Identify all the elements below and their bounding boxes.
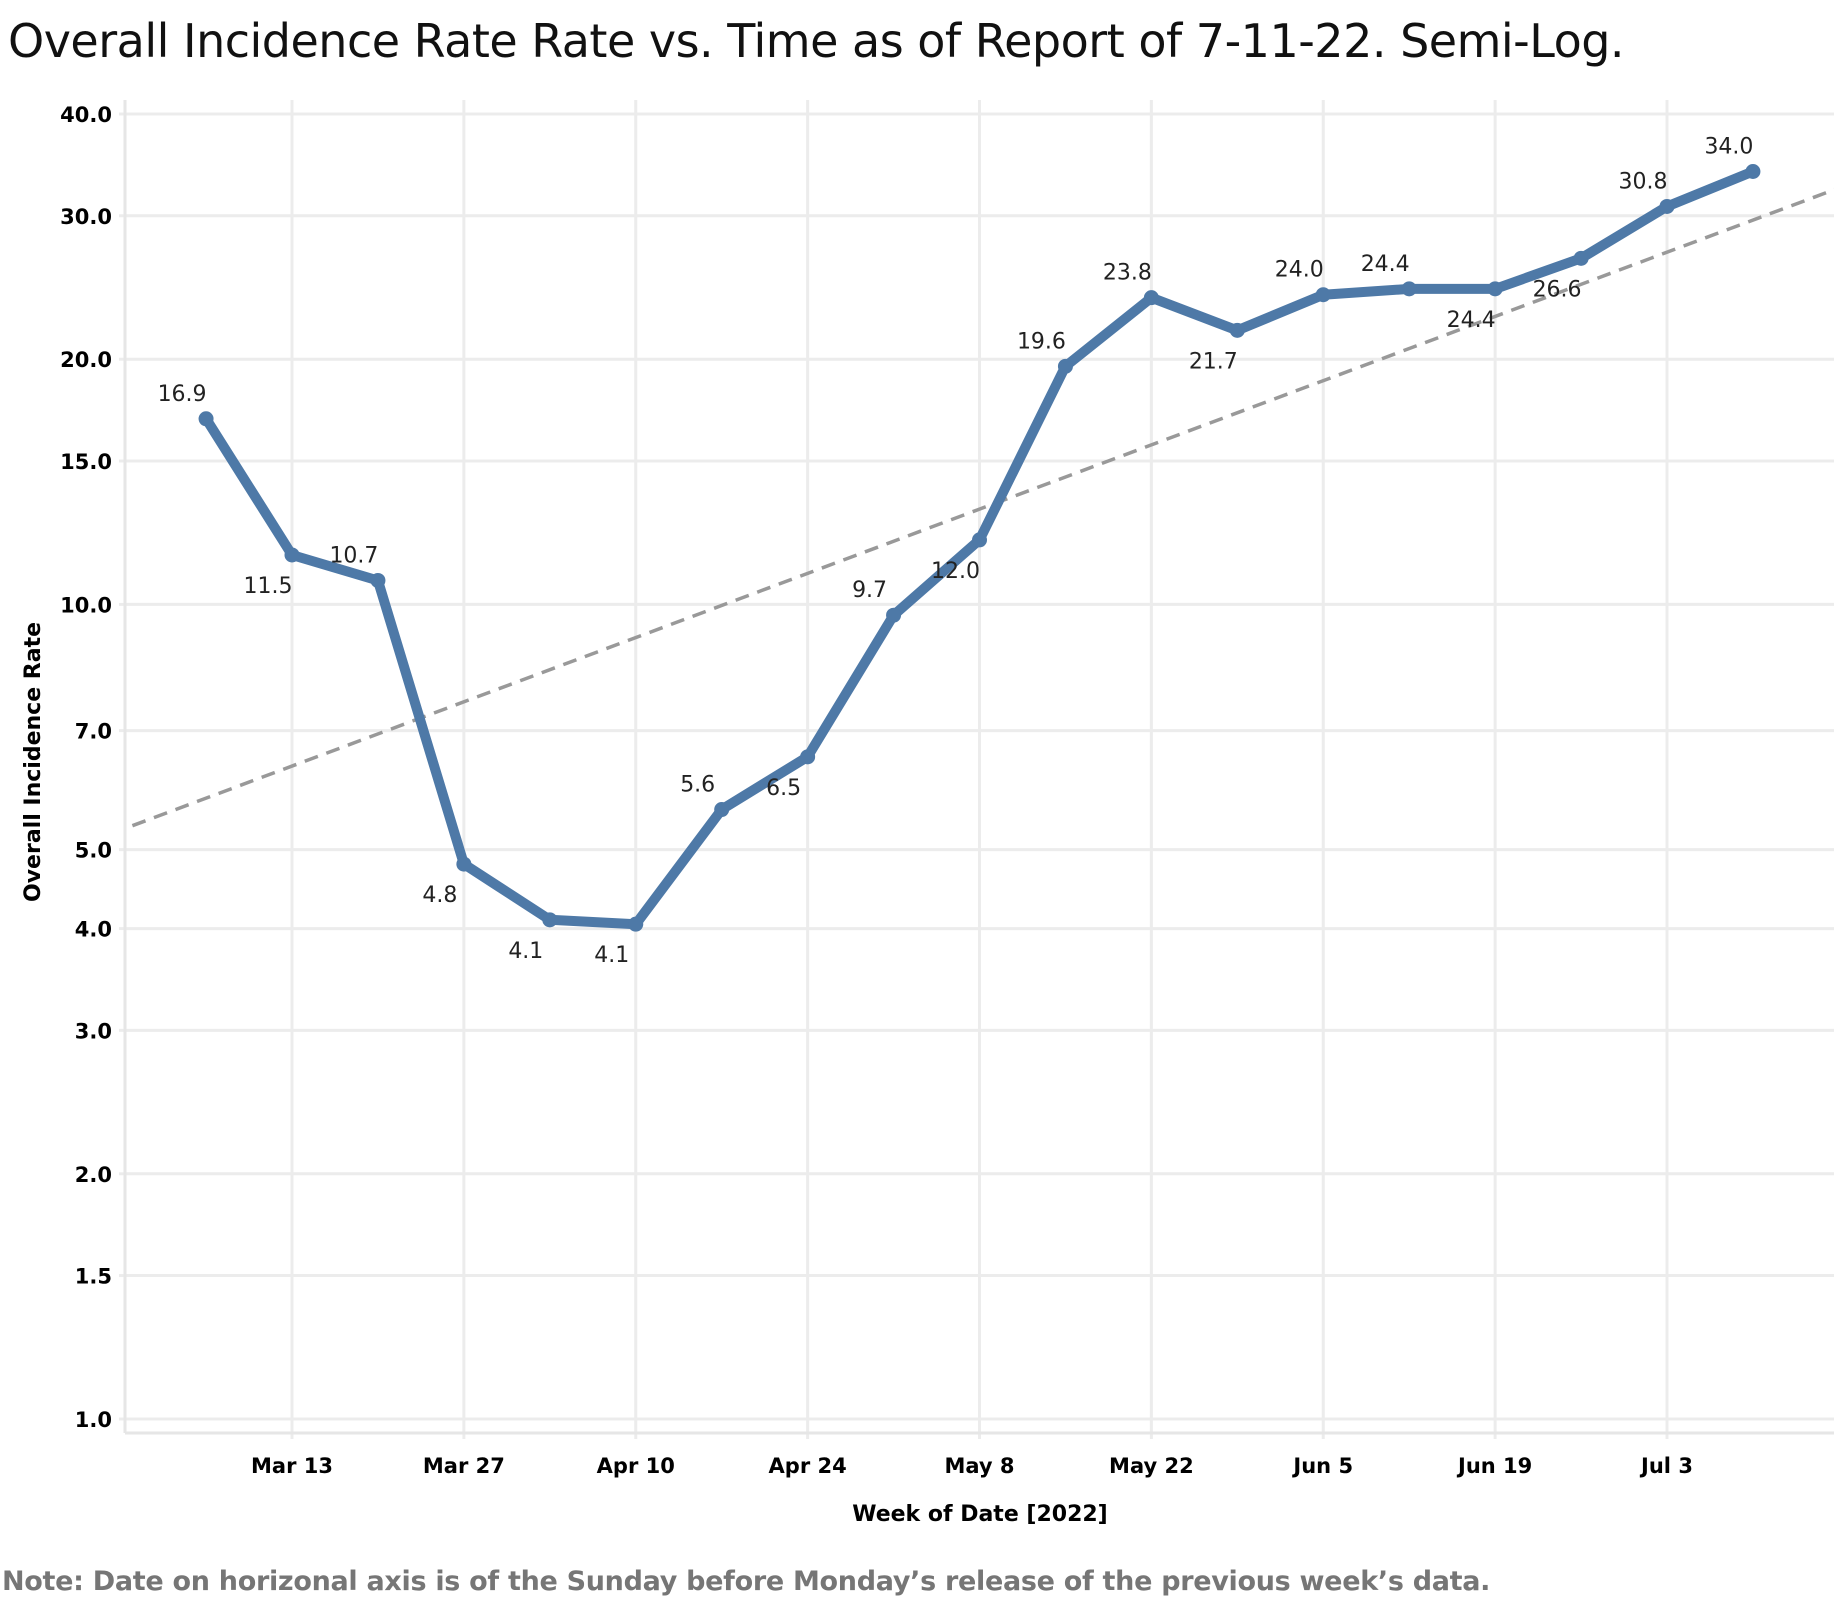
data-label: 23.8 — [1103, 261, 1152, 286]
data-labels: 16.9 11.5 10.7 4.8 4.1 4.1 5.6 6.5 9.7 12.0 19.6 23… — [158, 134, 1754, 968]
data-point — [456, 856, 472, 872]
data-label: 24.4 — [1361, 252, 1410, 277]
data-label: 34.0 — [1704, 134, 1753, 159]
data-point — [1229, 322, 1245, 338]
x-tick-label: Jun 19 — [1456, 1454, 1532, 1478]
y-tick-label: 1.5 — [75, 1265, 112, 1289]
data-label: 4.1 — [508, 939, 543, 964]
data-point — [628, 916, 644, 932]
data-label: 10.7 — [329, 543, 378, 568]
data-point — [370, 572, 386, 588]
data-point — [198, 411, 214, 427]
y-tick-label: 3.0 — [75, 1019, 112, 1043]
data-label: 9.7 — [852, 578, 887, 603]
data-label: 12.0 — [931, 559, 980, 584]
y-axis-title: Overall Incidence Rate — [21, 622, 46, 902]
x-tick-label: Mar 13 — [251, 1454, 333, 1478]
data-label: 24.4 — [1447, 308, 1496, 333]
data-label: 6.5 — [766, 776, 801, 801]
data-label: 24.0 — [1275, 258, 1324, 283]
tick-labels: 1.0 1.5 2.0 3.0 4.0 5.0 7.0 10.0 15.0 20.0 30.0 40.… — [60, 103, 1693, 1478]
y-tick-label: 5.0 — [75, 839, 112, 863]
grid — [125, 100, 1834, 1433]
data-point — [800, 749, 816, 765]
data-point — [886, 607, 902, 623]
data-point — [284, 547, 300, 563]
data-label: 4.8 — [422, 883, 457, 908]
y-tick-label: 7.0 — [75, 720, 112, 744]
y-tick-label: 2.0 — [75, 1163, 112, 1187]
data-point — [1401, 281, 1417, 297]
axes — [119, 100, 1834, 1439]
data-point — [1573, 250, 1589, 266]
data-point — [1745, 163, 1761, 179]
data-label: 26.6 — [1533, 277, 1582, 302]
data-label: 21.7 — [1189, 349, 1238, 374]
x-tick-label: May 8 — [944, 1454, 1014, 1478]
data-label: 4.1 — [594, 943, 629, 968]
y-tick-label: 10.0 — [60, 593, 112, 617]
data-point — [1143, 290, 1159, 306]
data-point — [714, 802, 730, 818]
y-tick-label: 40.0 — [60, 103, 112, 127]
data-label: 11.5 — [244, 574, 293, 599]
y-tick-label: 1.0 — [75, 1408, 112, 1432]
y-tick-label: 4.0 — [75, 918, 112, 942]
x-tick-label: May 22 — [1109, 1454, 1194, 1478]
data-label: 16.9 — [158, 382, 207, 407]
x-tick-label: Mar 27 — [423, 1454, 505, 1478]
y-tick-label: 20.0 — [60, 348, 112, 372]
data-point — [1315, 287, 1331, 303]
chart-title: Overall Incidence Rate Rate vs. Time as … — [8, 14, 1625, 68]
data-point — [1487, 281, 1503, 297]
data-label: 5.6 — [680, 773, 715, 798]
y-tick-label: 15.0 — [60, 450, 112, 474]
data-point — [1659, 198, 1675, 214]
data-label: 30.8 — [1619, 169, 1668, 194]
y-tick-label: 30.0 — [60, 205, 112, 229]
data-point — [1057, 358, 1073, 374]
data-point — [972, 532, 987, 548]
data-point — [542, 912, 558, 928]
x-tick-label: Jun 5 — [1291, 1454, 1353, 1478]
x-tick-label: Jul 3 — [1639, 1454, 1693, 1478]
x-tick-label: Apr 24 — [769, 1454, 847, 1478]
line-chart: 16.9 11.5 10.7 4.8 4.1 4.1 5.6 6.5 9.7 12.0 19.6 23… — [21, 100, 1834, 1527]
footnote: Note: Date on horizonal axis is of the S… — [2, 1566, 1491, 1597]
x-axis-title: Week of Date [2022] — [852, 1502, 1108, 1527]
series-layer — [198, 163, 1761, 932]
data-label: 19.6 — [1017, 329, 1066, 354]
x-tick-label: Apr 10 — [597, 1454, 675, 1478]
